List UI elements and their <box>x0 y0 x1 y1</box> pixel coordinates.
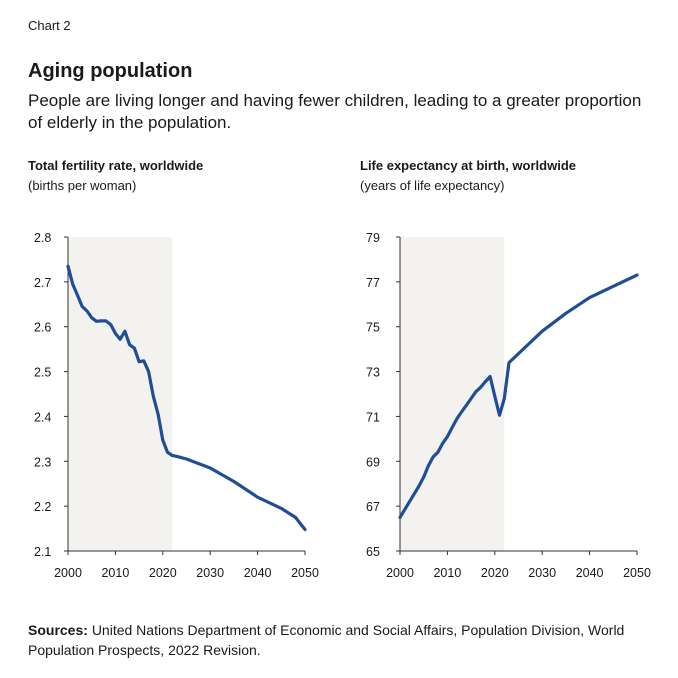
fertility-panel-title: Total fertility rate, worldwide <box>28 158 204 173</box>
fertility-y-tick-label: 2.7 <box>34 276 51 290</box>
fertility-y-tick-label: 2.6 <box>34 321 51 335</box>
life-expectancy-y-tick-label: 75 <box>366 321 380 335</box>
life-expectancy-panel-title: Life expectancy at birth, worldwide <box>360 158 576 173</box>
life-expectancy-x-tick-label: 2000 <box>386 566 414 580</box>
life-expectancy-y-tick-label: 79 <box>366 231 380 245</box>
life-expectancy-x-tick-label: 2020 <box>481 566 509 580</box>
source-label: Sources: <box>28 622 88 638</box>
fertility-panel-unit: (births per woman) <box>28 178 137 193</box>
chart-subtitle: People are living longer and having fewe… <box>28 91 642 132</box>
fertility-x-tick-label: 2040 <box>244 566 272 580</box>
life-expectancy-chart: 65 67 69 71 73 75 77 79 2000 2010 2020 2030 2040 2050 <box>366 231 651 580</box>
fertility-chart: 2.1 2.2 2.3 2.4 2.5 2.6 2.7 2.8 2000 2010 2020 2030… <box>34 231 319 580</box>
life-expectancy-y-tick-label: 65 <box>366 545 380 559</box>
fertility-y-tick-label: 2.4 <box>34 410 51 424</box>
life-expectancy-y-tick-label: 69 <box>366 455 380 469</box>
fertility-x-tick-label: 2010 <box>101 566 129 580</box>
fertility-x-tick-label: 2030 <box>196 566 224 580</box>
life-expectancy-y-tick-label: 73 <box>366 366 380 380</box>
source-text: United Nations Department of Economic an… <box>28 622 625 658</box>
life-expectancy-x-tick-label: 2050 <box>623 566 651 580</box>
fertility-x-tick-label: 2020 <box>149 566 177 580</box>
fertility-y-tick-label: 2.5 <box>34 366 51 380</box>
fertility-y-tick-label: 2.3 <box>34 455 51 469</box>
fertility-series-line <box>66 264 307 532</box>
chart-title: Aging population <box>28 60 193 82</box>
life-expectancy-y-tick-label: 67 <box>366 500 380 514</box>
fertility-y-tick-label: 2.1 <box>34 545 51 559</box>
life-expectancy-x-tick-label: 2030 <box>528 566 556 580</box>
chart-kicker: Chart 2 <box>28 18 71 33</box>
life-expectancy-shaded-region <box>400 237 505 551</box>
life-expectancy-series-line <box>398 273 639 520</box>
life-expectancy-x-tick-label: 2040 <box>576 566 604 580</box>
fertility-shaded-region <box>68 237 173 551</box>
fertility-x-tick-label: 2050 <box>291 566 319 580</box>
life-expectancy-panel-unit: (years of life expectancy) <box>360 178 505 193</box>
fertility-y-tick-label: 2.2 <box>34 500 51 514</box>
life-expectancy-y-tick-label: 77 <box>366 276 380 290</box>
life-expectancy-y-tick-label: 71 <box>366 410 380 424</box>
life-expectancy-x-tick-label: 2010 <box>433 566 461 580</box>
source-note: Sources: United Nations Department of Ec… <box>28 620 658 660</box>
fertility-x-tick-label: 2000 <box>54 566 82 580</box>
fertility-y-tick-label: 2.8 <box>34 231 51 245</box>
